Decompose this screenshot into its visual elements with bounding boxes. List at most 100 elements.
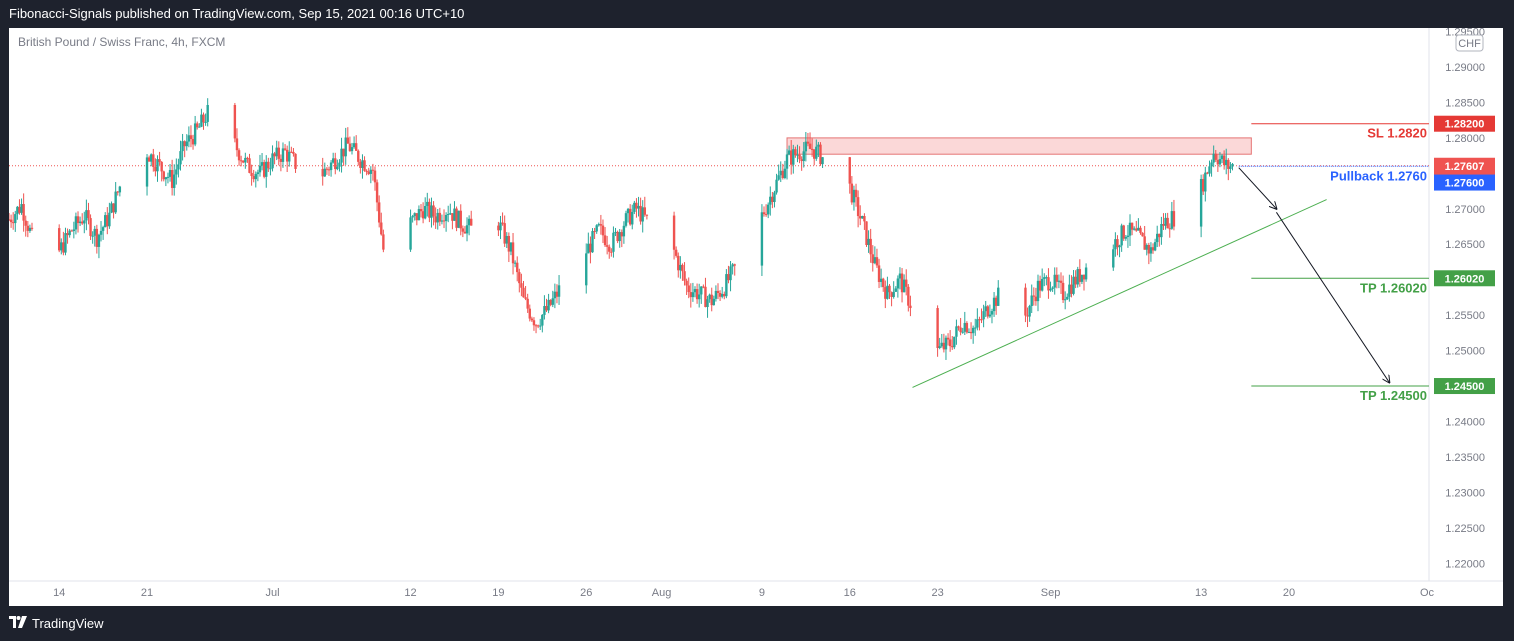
candle-down	[147, 155, 151, 162]
candle-up	[185, 134, 188, 151]
candle-body	[14, 214, 17, 224]
candle-up	[725, 269, 728, 299]
candle-down	[334, 152, 337, 175]
candle-up	[175, 158, 178, 185]
candle-down	[704, 277, 707, 308]
candle-body	[1068, 284, 1071, 297]
candle-body	[453, 208, 456, 221]
candle-up	[275, 140, 278, 161]
candle-up	[679, 256, 682, 279]
chart-area[interactable]: 1.295001.290001.285001.280001.275001.270…	[9, 28, 1503, 606]
candle-up	[1080, 274, 1084, 285]
candle-up	[773, 190, 776, 208]
candle-down	[497, 221, 500, 237]
candle-body	[260, 162, 264, 166]
candle-down	[415, 213, 419, 226]
candle-up	[83, 211, 86, 234]
candle-body	[91, 235, 94, 237]
sl-label: SL 1.2820	[1367, 126, 1427, 141]
candle-up	[873, 246, 877, 265]
candle-down	[808, 132, 812, 150]
candle-down	[689, 283, 693, 308]
candle-down	[610, 248, 613, 257]
candle-down	[681, 263, 684, 281]
candle-down	[716, 283, 720, 300]
candle-body	[150, 154, 153, 162]
candle-down	[363, 156, 366, 172]
candle-body	[185, 141, 188, 147]
candle-down	[1227, 158, 1230, 181]
candle-body	[1043, 277, 1046, 279]
candle-up	[779, 161, 782, 183]
candle-body	[83, 220, 86, 224]
candle-up	[1045, 275, 1048, 286]
candle-body	[804, 141, 808, 152]
candle-up	[1231, 163, 1234, 171]
candle-body	[1141, 232, 1144, 237]
candle-body	[959, 327, 962, 333]
candle-up	[269, 157, 272, 176]
candle-body	[773, 192, 776, 203]
candle-up	[1114, 232, 1117, 257]
candle-down	[262, 159, 266, 179]
candle-body	[794, 149, 797, 156]
candlestick-chart[interactable]: 1.295001.290001.285001.280001.275001.270…	[9, 28, 1503, 606]
candle-body	[340, 148, 343, 163]
candle-body	[329, 162, 333, 171]
candle-up	[181, 133, 184, 161]
price-tick-label: 1.28000	[1445, 133, 1485, 145]
candle-up	[281, 142, 285, 168]
candle-up	[622, 221, 626, 244]
candle-body	[1028, 305, 1031, 317]
candle-body	[321, 168, 324, 177]
candle-body	[549, 299, 552, 305]
candle-body	[1172, 211, 1176, 227]
candle-down	[1162, 213, 1165, 230]
candle-body	[239, 160, 243, 162]
candle-body	[342, 148, 345, 157]
candle-up	[423, 197, 427, 220]
candle-body	[273, 153, 276, 157]
price-tick-label: 1.29000	[1445, 62, 1485, 74]
candle-up	[426, 192, 429, 217]
candle-body	[775, 179, 778, 193]
candle-body	[1168, 228, 1171, 230]
candle-body	[587, 243, 590, 254]
candle-body	[202, 114, 205, 123]
candle-up	[766, 202, 770, 219]
tradingview-logo[interactable]: TradingView	[9, 615, 104, 631]
candle-body	[89, 218, 92, 236]
candle-body	[248, 158, 251, 173]
candle-body	[1218, 159, 1222, 165]
candle-body	[423, 205, 427, 219]
candle-body	[288, 151, 291, 162]
candle-down	[599, 214, 603, 235]
candle-down	[112, 203, 115, 219]
candle-body	[1229, 166, 1232, 169]
candle-down	[890, 291, 893, 307]
candle-down	[530, 316, 534, 322]
candle-body	[193, 123, 197, 145]
candle-body	[612, 232, 615, 252]
candle-body	[643, 207, 646, 215]
candle-body	[85, 210, 88, 221]
candle-down	[951, 336, 954, 350]
candle-body	[1080, 274, 1084, 282]
candle-up	[1225, 148, 1228, 175]
price-tick-label: 1.26500	[1445, 239, 1485, 251]
candle-body	[595, 225, 598, 232]
candle-body	[815, 146, 818, 159]
symbol-title: British Pound / Swiss Franc, 4h, FXCM	[18, 35, 225, 49]
candle-body	[532, 320, 536, 326]
candle-body	[591, 231, 594, 253]
candle-up	[982, 304, 985, 328]
candle-body	[191, 139, 195, 145]
candle-up	[1040, 268, 1044, 292]
candle-body	[518, 272, 521, 284]
candle-up	[409, 209, 412, 252]
candle-body	[534, 325, 538, 327]
candle-body	[994, 297, 998, 306]
candle-body	[852, 189, 856, 203]
candle-body	[509, 242, 513, 252]
candle-body	[72, 229, 76, 232]
